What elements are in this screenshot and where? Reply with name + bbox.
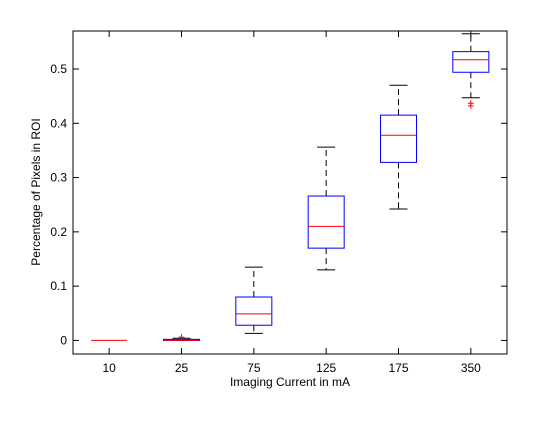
x-axis-label: Imaging Current in mA: [230, 375, 350, 389]
y-tick-label: 0.2: [50, 225, 67, 239]
y-tick-label: 0.5: [50, 62, 67, 76]
box-iqr: [307, 195, 345, 249]
y-tick-label: 0.4: [50, 116, 67, 130]
x-tick-label: 175: [388, 361, 408, 375]
x-tick-label: 10: [102, 361, 116, 375]
x-tick-label: 25: [175, 361, 189, 375]
plot-area: [72, 30, 508, 355]
y-tick-label: 0: [60, 333, 67, 347]
y-tick-label: 0.3: [50, 171, 67, 185]
y-tick-label: 0.1: [50, 279, 67, 293]
box-350: [452, 33, 490, 109]
box-75: [235, 266, 273, 334]
x-tick-label: 125: [316, 361, 336, 375]
box-iqr: [380, 114, 417, 163]
box-125: [307, 146, 345, 271]
axis-ticks: 0 0.1 0.2 0.3 0.4 0.5 10 25 75 125 175 350: [50, 31, 507, 375]
box-175: [380, 84, 417, 210]
x-tick-label: 75: [247, 361, 261, 375]
y-axis-label: Percentage of Pixels in ROI: [29, 118, 43, 265]
box-iqr: [235, 296, 273, 326]
x-tick-label: 350: [461, 361, 481, 375]
box-series: [91, 33, 490, 341]
box-iqr: [452, 51, 490, 73]
box-25: [163, 334, 200, 341]
